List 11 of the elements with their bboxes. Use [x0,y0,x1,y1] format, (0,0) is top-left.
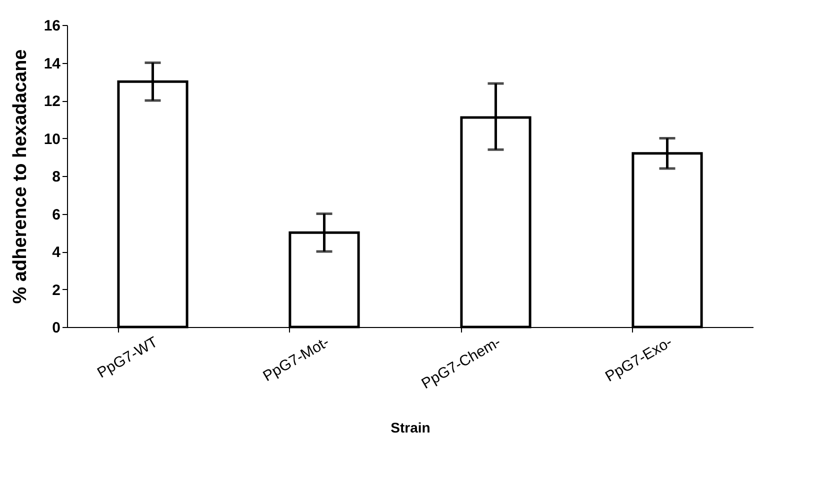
x-axis-title: Strain [390,420,430,436]
y-axis-title: % adherence to hexadacane [10,49,31,304]
y-tick-label: 0 [52,320,60,336]
y-tick-label: 10 [44,130,60,148]
y-tick-label: 16 [44,18,60,34]
y-tick-label: 4 [52,244,62,261]
y-tick-label: 6 [52,206,60,224]
y-tick-label: 12 [44,93,60,110]
y-tick-label: 2 [52,282,60,299]
y-tick-label: 8 [52,168,60,186]
y-tick-label: 14 [44,55,62,72]
